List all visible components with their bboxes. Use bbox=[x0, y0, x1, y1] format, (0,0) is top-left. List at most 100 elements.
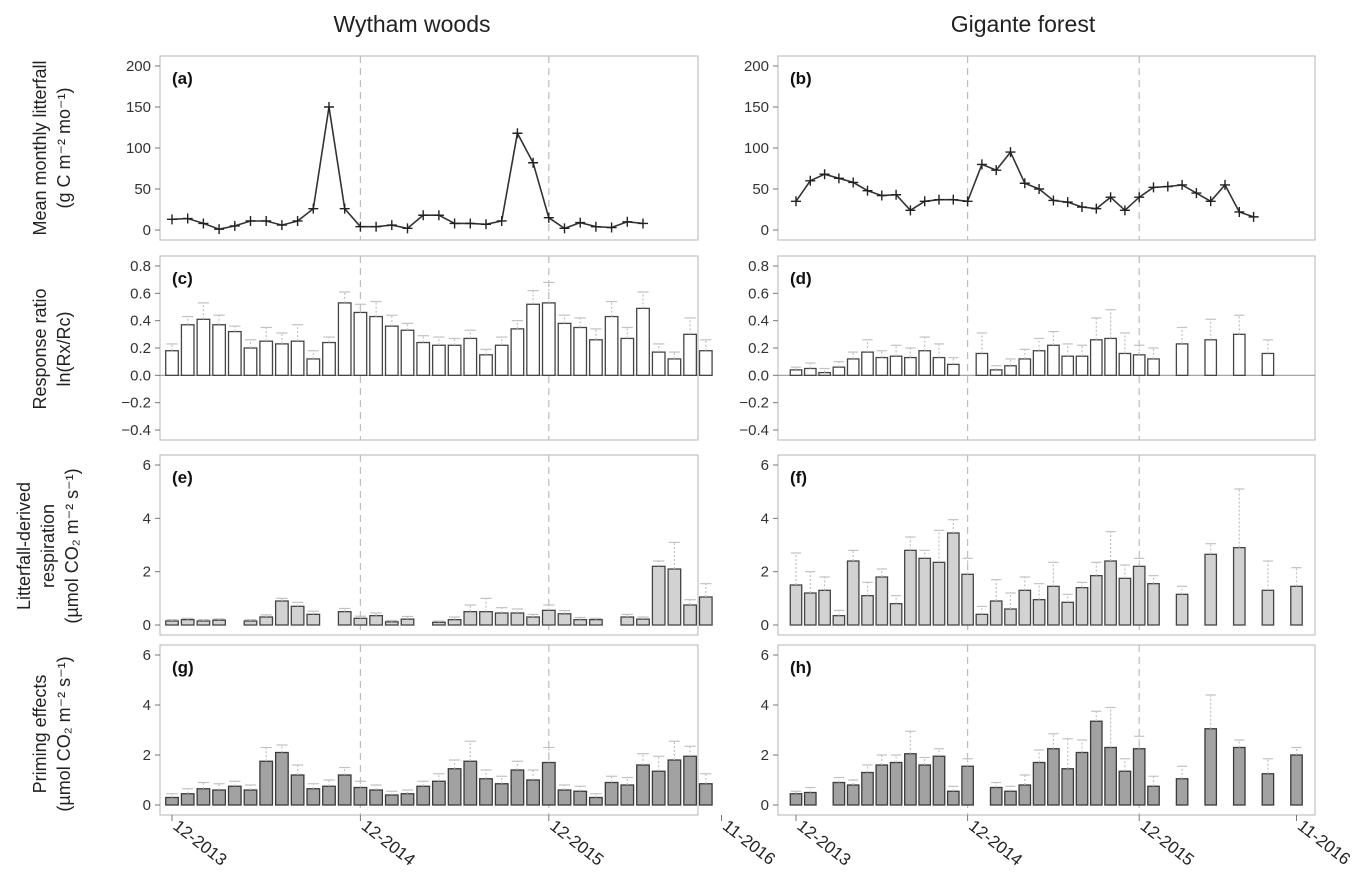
bar bbox=[306, 788, 321, 806]
bar bbox=[789, 793, 803, 806]
row-label-litterfall-line1: Mean monthly litterfall bbox=[30, 60, 50, 235]
bar bbox=[861, 351, 874, 376]
bar bbox=[832, 615, 846, 626]
bar bbox=[510, 769, 525, 806]
row-label-respiration: Litterfall-derived respiration (µmol CO₂… bbox=[14, 468, 82, 623]
bar bbox=[1018, 358, 1032, 376]
panel-a: 0 50 100 150 200 (a) bbox=[126, 55, 699, 241]
bar bbox=[1261, 773, 1275, 806]
bar bbox=[322, 785, 336, 806]
bar bbox=[1032, 350, 1046, 376]
panel-label: (e) bbox=[172, 468, 193, 487]
data-point bbox=[833, 173, 844, 184]
bar bbox=[651, 770, 666, 806]
bar bbox=[803, 592, 817, 626]
data-point bbox=[1034, 184, 1045, 194]
data-point bbox=[1077, 202, 1087, 213]
data-point bbox=[805, 175, 816, 186]
y-tick-label: 100 bbox=[126, 140, 151, 157]
bar bbox=[463, 337, 478, 376]
bar bbox=[918, 764, 932, 806]
bar bbox=[1232, 333, 1246, 376]
bar bbox=[904, 753, 917, 806]
bar bbox=[180, 619, 195, 626]
data-point bbox=[496, 215, 507, 226]
y-tick-label: 4 bbox=[761, 697, 769, 714]
bar bbox=[1075, 751, 1089, 806]
bar bbox=[196, 318, 211, 376]
bar bbox=[989, 786, 1003, 806]
bar bbox=[447, 768, 462, 806]
data-point bbox=[1234, 206, 1245, 217]
bar bbox=[1018, 589, 1032, 626]
y-tick-label: 2 bbox=[143, 564, 151, 581]
data-point bbox=[355, 221, 366, 232]
data-point bbox=[449, 218, 460, 229]
bar bbox=[904, 549, 917, 626]
x-tick-label: 11-2016 bbox=[719, 816, 779, 869]
x-axis-wytham: 12-2013 12-2014 12-2015 11-2016 bbox=[170, 815, 779, 870]
y-tick-label: 0.4 bbox=[130, 313, 151, 330]
bar bbox=[1175, 343, 1189, 376]
data-point bbox=[876, 190, 887, 201]
bar bbox=[846, 784, 860, 806]
bar bbox=[1261, 589, 1275, 626]
data-point bbox=[848, 177, 859, 188]
panel-label: (d) bbox=[790, 269, 812, 288]
y-tick-label: 0 bbox=[143, 617, 151, 634]
bar bbox=[1132, 748, 1146, 806]
bar bbox=[946, 363, 960, 376]
data-point bbox=[1134, 192, 1145, 203]
bar bbox=[1232, 547, 1246, 626]
y-tick-label: 200 bbox=[744, 58, 769, 75]
bar bbox=[541, 302, 556, 376]
data-point bbox=[919, 196, 930, 207]
bar bbox=[400, 618, 415, 626]
data-point bbox=[1105, 192, 1116, 203]
bar bbox=[384, 794, 399, 806]
bar bbox=[369, 615, 384, 626]
bar bbox=[353, 786, 368, 806]
data-point bbox=[1148, 182, 1159, 193]
data-point bbox=[948, 194, 959, 205]
bar bbox=[290, 605, 305, 626]
y-tick-label: 2 bbox=[761, 564, 769, 581]
bar bbox=[400, 329, 415, 376]
data-point bbox=[819, 169, 830, 180]
y-tick-label: 0.0 bbox=[130, 367, 151, 384]
y-tick-label: 0 bbox=[143, 797, 151, 814]
row-label-response: Response ratio ln(Rx/Rc) bbox=[30, 288, 74, 409]
bar bbox=[557, 322, 572, 376]
bar bbox=[384, 621, 399, 626]
bar bbox=[1175, 778, 1189, 806]
bar bbox=[400, 793, 415, 806]
y-tick-label: 200 bbox=[126, 58, 151, 75]
data-point bbox=[245, 215, 256, 226]
y-tick-label: 0 bbox=[761, 797, 769, 814]
x-tick-label: 12-2014 bbox=[965, 816, 1026, 869]
bar bbox=[479, 611, 493, 626]
panel-label: (g) bbox=[172, 658, 194, 677]
data-point bbox=[528, 157, 539, 168]
bar bbox=[861, 771, 874, 806]
x-tick-label: 12-2013 bbox=[170, 816, 231, 869]
bar bbox=[918, 557, 932, 626]
data-point bbox=[1005, 147, 1016, 158]
row-label-respiration-line2: respiration bbox=[38, 504, 58, 588]
panel-d: −0.4 −0.2 0.0 0.2 0.4 0.6 0.8 (d) bbox=[739, 255, 1316, 441]
y-tick-label: 0.0 bbox=[748, 367, 769, 384]
bar bbox=[243, 620, 258, 626]
bar bbox=[212, 619, 227, 626]
data-point bbox=[622, 216, 633, 227]
data-point bbox=[308, 203, 319, 214]
bar bbox=[573, 790, 588, 806]
bar bbox=[479, 354, 493, 376]
x-tick-label: 12-2015 bbox=[546, 816, 607, 869]
bar bbox=[165, 796, 179, 806]
bar bbox=[1175, 593, 1189, 626]
bar bbox=[259, 616, 274, 626]
bar bbox=[1089, 339, 1103, 376]
bar bbox=[196, 620, 211, 626]
bar bbox=[290, 774, 305, 806]
bar bbox=[1147, 583, 1160, 626]
